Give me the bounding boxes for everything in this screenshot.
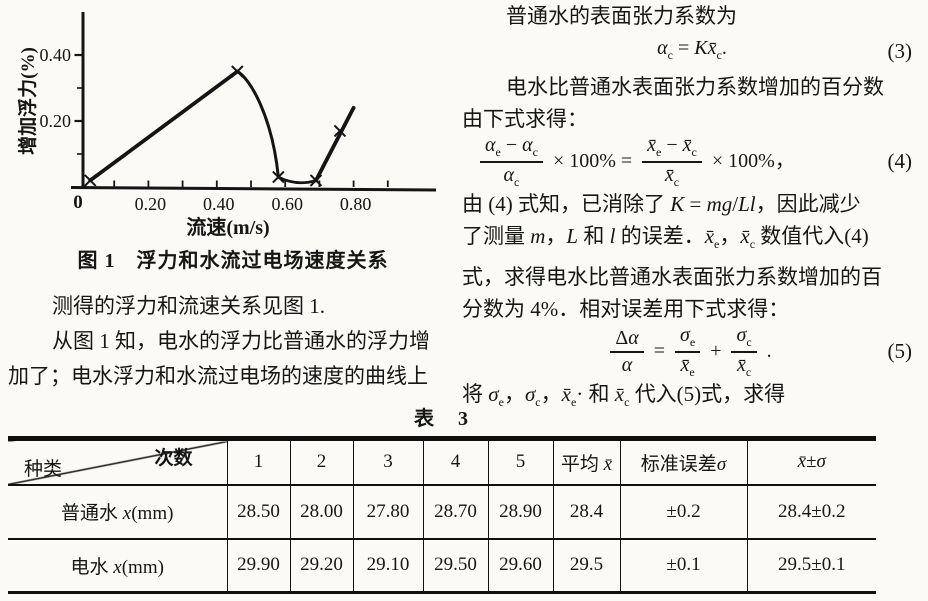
fraction-denominator: x̄e [680, 353, 695, 379]
fraction: αe − αc αc [480, 134, 543, 189]
fraction: σe x̄e [674, 324, 701, 379]
paragraph-line: 测得的浮力和流速关系见图 1. [52, 294, 325, 318]
table-cell: ±0.1 [619, 538, 747, 593]
right-column: 普通水的表面张力系数为 αc = Kx̄c. (3) 电水比普通水表面张力系数增… [462, 0, 922, 418]
svg-text:0.80: 0.80 [340, 194, 372, 214]
svg-text:0: 0 [73, 192, 83, 213]
corner-label-top: 次数 [154, 448, 193, 469]
fraction: σc x̄c [731, 324, 757, 379]
data-series [88, 69, 356, 185]
column-header: 平均 x̄ [552, 438, 620, 486]
equation-tail: × 100%， [711, 150, 795, 173]
axes [70, 12, 437, 192]
fraction-numerator: σc [731, 324, 757, 353]
column-header: 2 [289, 438, 353, 486]
equation-tail: . [766, 340, 772, 363]
text-line: 电水比普通水表面张力系数增加的百分数 [506, 74, 884, 99]
figure-1-plot: 0 0.20 0.40 0.60 0.80 0.20 0.40 流速(m/s) 增加浮力(%) [8, 4, 460, 242]
text-line: 由下式求得： [462, 107, 588, 131]
table-cell: 28.70 [422, 484, 488, 540]
equation-operator: = [653, 340, 665, 363]
x-axis-label: 流速(m/s) [186, 215, 269, 239]
equation-4: αe − αc αc × 100% = x̄e − x̄c x̄c × 100%… [462, 134, 922, 189]
equation-5-number: (5) [887, 339, 913, 364]
left-column: 0 0.20 0.40 0.60 0.80 0.20 0.40 流速(m/s) 增加浮力(%) … [8, 4, 458, 394]
table-cell: 27.80 [352, 484, 423, 540]
column-header: x̄±σ [746, 438, 876, 486]
paragraph-line: 从图 1 知，电水的浮力比普通水的浮力增 [52, 329, 430, 353]
svg-text:0.20: 0.20 [40, 111, 72, 131]
fraction-denominator: x̄c [736, 353, 752, 379]
text-line: 由 (4) 式知，已消除了 K = mg/Ll，因此减少 [462, 191, 861, 216]
table-cell: 29.20 [289, 538, 353, 593]
table-3: 次数 种类 1 2 3 4 5 平均 x̄ 标准误差σ x̄±σ 普通水 x(m… [8, 436, 876, 594]
equation-operator: + [710, 340, 722, 363]
row-label: 电水 x(mm) [70, 556, 164, 578]
table-cell: 29.5 [552, 538, 620, 593]
paragraph-line: 加了；电水浮力和水流过电场的速度的曲线上 [8, 364, 428, 388]
svg-text:0.20: 0.20 [135, 194, 167, 214]
table-cell: 29.50 [422, 538, 488, 593]
svg-text:0.40: 0.40 [203, 194, 235, 214]
table-cell: 28.50 [226, 484, 290, 540]
fraction-denominator: x̄c [664, 163, 680, 189]
column-header: 5 [487, 438, 553, 486]
text-line: 普通水的表面张力系数为 [506, 4, 737, 28]
fraction-numerator: σe [674, 324, 701, 353]
equation-3-number: (3) [887, 39, 913, 64]
table-cell: 28.00 [289, 484, 353, 540]
fraction-numerator: αe − αc [480, 134, 543, 163]
table-header-row: 次数 种类 1 2 3 4 5 平均 x̄ 标准误差σ x̄±σ [8, 438, 876, 486]
left-paragraph: 测得的浮力和流速关系见图 1. 从图 1 知，电水的浮力比普通水的浮力增 加了；… [8, 289, 458, 394]
table-cell: 28.4±0.2 [746, 484, 876, 540]
table-corner-cell: 次数 种类 [8, 438, 227, 486]
table-row: 电水 x(mm) 29.90 29.20 29.10 29.50 29.60 2… [8, 538, 876, 593]
column-header: 3 [352, 438, 423, 486]
fraction-denominator: α [621, 353, 633, 376]
equation-3: αc = Kx̄c. (3) [462, 33, 922, 71]
corner-label-bottom: 种类 [24, 458, 63, 480]
column-header: 标准误差σ [619, 438, 747, 486]
figure-1-caption: 图 1 浮力和水流过电场速度关系 [77, 250, 389, 272]
equation-3-body: αc = Kx̄c. [657, 36, 727, 62]
svg-text:0.40: 0.40 [40, 45, 72, 65]
fraction-numerator: Δα [610, 327, 644, 353]
fraction-numerator: x̄e − x̄c [642, 134, 702, 163]
svg-text:0.60: 0.60 [271, 194, 303, 214]
table-3-block: 表 3 次数 种类 1 2 3 4 5 平均 x̄ [8, 402, 876, 594]
table-row: 普通水 x(mm) 28.50 28.00 27.80 28.70 28.90 … [8, 484, 876, 540]
table-cell: ±0.2 [619, 484, 747, 540]
equation-4-number: (4) [887, 149, 913, 174]
text-line: 式，求得电水比普通水表面张力系数增加的百 [462, 264, 882, 289]
text-line: 将 σe，σc，x̄e· 和 x̄c 代入(5)式，求得 [462, 381, 786, 409]
y-axis-label: 增加浮力(%) [16, 47, 39, 155]
equation-operator: × 100% = [552, 150, 633, 173]
data-point-markers [84, 65, 347, 187]
table-caption: 表 3 [414, 408, 470, 430]
table-cell: 28.4 [552, 484, 620, 540]
equation-5: Δα α = σe x̄e + σc x̄c . (5) [462, 324, 922, 379]
fraction: x̄e − x̄c x̄c [642, 134, 702, 189]
table-cell: 29.90 [226, 538, 290, 593]
column-header: 1 [226, 438, 290, 486]
fraction-denominator: αc [503, 163, 520, 189]
text-line: 了测量 m，L 和 l 的误差．x̄e，x̄c 数值代入(4) [462, 224, 869, 252]
fraction: Δα α [610, 327, 644, 376]
row-label: 普通水 x(mm) [8, 484, 227, 540]
table-cell: 28.90 [487, 484, 553, 540]
text-line: 分数为 4%．相对误差用下式求得： [462, 297, 790, 322]
table-cell: 29.5±0.1 [746, 538, 876, 593]
column-header: 4 [422, 438, 488, 486]
table-cell: 29.10 [352, 538, 423, 593]
table-cell: 29.60 [487, 538, 553, 593]
